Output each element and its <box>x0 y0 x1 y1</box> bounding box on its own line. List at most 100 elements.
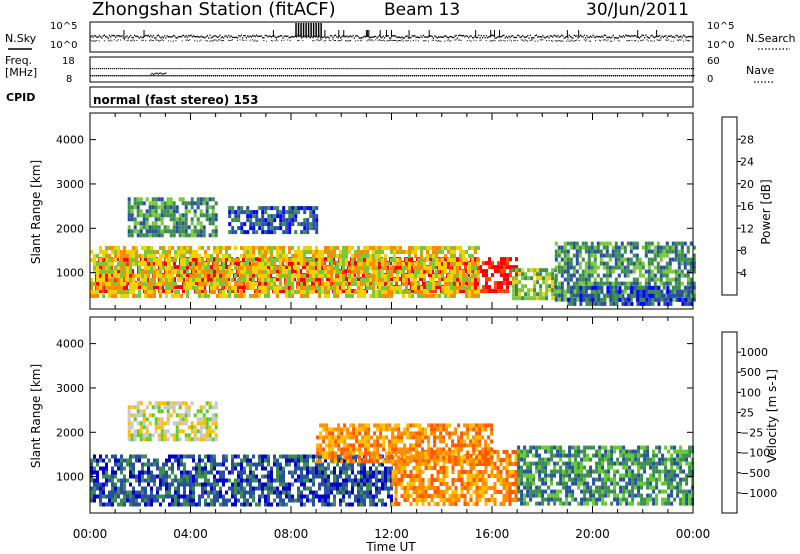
heatmap-cell <box>557 261 561 266</box>
heatmap-cell <box>237 218 241 223</box>
heatmap-cell <box>279 282 282 286</box>
heatmap-cell <box>674 257 678 262</box>
heatmap-cell <box>554 253 558 258</box>
nsearch-point <box>586 39 588 41</box>
heatmap-cell <box>159 470 162 475</box>
heatmap-cell <box>163 213 167 218</box>
heatmap-cell <box>645 297 649 302</box>
nsky-point <box>444 35 446 37</box>
nsky-point <box>356 34 358 37</box>
heatmap-cell <box>408 294 411 298</box>
heatmap-cell <box>138 454 141 459</box>
nsky-point <box>101 37 103 39</box>
heatmap-cell <box>314 257 317 262</box>
heatmap-cell <box>620 281 624 286</box>
heatmap-cell <box>192 286 195 290</box>
nsky-point <box>399 36 401 39</box>
nsearch-point <box>211 40 213 42</box>
nave-point <box>536 68 538 70</box>
colorbar-tick-label: 28 <box>740 133 754 146</box>
heatmap-cell <box>383 281 386 286</box>
nave-point <box>489 68 492 70</box>
heatmap-cell <box>132 250 135 254</box>
heatmap-cell <box>536 292 540 297</box>
heatmap-cell <box>677 253 681 258</box>
nsearch-point <box>130 39 132 41</box>
heatmap-cell <box>111 258 114 262</box>
heatmap-cell <box>417 274 420 278</box>
freq-point <box>652 75 655 77</box>
heatmap-cell <box>509 281 512 286</box>
heatmap-cell <box>193 229 197 234</box>
heatmap-cell <box>617 257 621 262</box>
heatmap-cell <box>405 250 408 254</box>
heatmap-cell <box>135 458 138 463</box>
heatmap-cell <box>159 466 162 471</box>
heatmap-cell <box>150 470 153 475</box>
nsky-point <box>549 35 551 37</box>
freq-point <box>200 75 202 77</box>
heatmap-cell <box>462 250 465 254</box>
freq-point <box>496 75 498 77</box>
heatmap-cell <box>669 293 673 298</box>
heatmap-cell <box>623 269 627 274</box>
heatmap-cell <box>677 257 681 262</box>
nsky-point <box>206 34 209 37</box>
heatmap-cell <box>214 213 218 218</box>
heatmap-cell <box>166 225 170 230</box>
nsky-point <box>561 34 563 36</box>
heatmap-cell <box>150 266 153 270</box>
heatmap-cell <box>402 294 405 298</box>
heatmap-cell <box>264 218 268 223</box>
heatmap-cell <box>276 266 279 270</box>
freq-point <box>266 75 269 77</box>
nsearch-point <box>682 40 684 42</box>
heatmap-cell <box>686 269 690 274</box>
heatmap-cell <box>282 230 286 235</box>
heatmap-cell <box>211 213 215 218</box>
nsky-point <box>642 34 644 37</box>
freq-point <box>409 75 411 77</box>
nsky-point <box>662 36 665 38</box>
heatmap-cell <box>366 282 369 286</box>
freq-point <box>536 75 538 77</box>
freq-point <box>612 75 614 77</box>
nsearch-point <box>455 39 457 41</box>
heatmap-cell <box>678 297 682 302</box>
heatmap-cell <box>148 209 152 214</box>
heatmap-cell <box>240 210 244 215</box>
nave-point <box>425 68 427 70</box>
heatmap-cell <box>240 290 243 294</box>
heatmap-cell <box>282 258 285 262</box>
heatmap-cell <box>444 254 447 258</box>
heatmap-cell <box>249 270 252 274</box>
freq-point <box>327 75 329 77</box>
heatmap-cell <box>183 246 186 250</box>
nsearch-point <box>90 39 91 41</box>
heatmap-cell <box>315 286 318 290</box>
heatmap-cell <box>137 285 140 290</box>
nsearch-point <box>200 39 202 41</box>
nsky-point <box>159 35 161 38</box>
nsky-point <box>607 36 609 39</box>
freq-point <box>626 75 629 77</box>
nsky-point <box>176 37 178 39</box>
heatmap-cell <box>285 278 288 282</box>
freq-point <box>140 75 142 77</box>
heatmap-cell <box>375 278 378 282</box>
heatmap-cell <box>459 254 462 258</box>
heatmap-cell <box>300 254 303 258</box>
heatmap-cell <box>402 290 405 294</box>
heatmap-cell <box>231 210 235 215</box>
heatmap-cell <box>169 229 173 234</box>
heatmap-cell <box>267 258 270 262</box>
heatmap-cell <box>570 285 574 290</box>
nsearch-point <box>530 39 532 41</box>
freq-point <box>674 75 677 77</box>
heatmap-cell <box>117 266 120 270</box>
heatmap-cell <box>141 286 144 290</box>
heatmap-cell <box>225 270 228 274</box>
heatmap-cell <box>141 258 144 262</box>
nsearch-point <box>546 40 548 42</box>
nave-point <box>347 68 349 70</box>
